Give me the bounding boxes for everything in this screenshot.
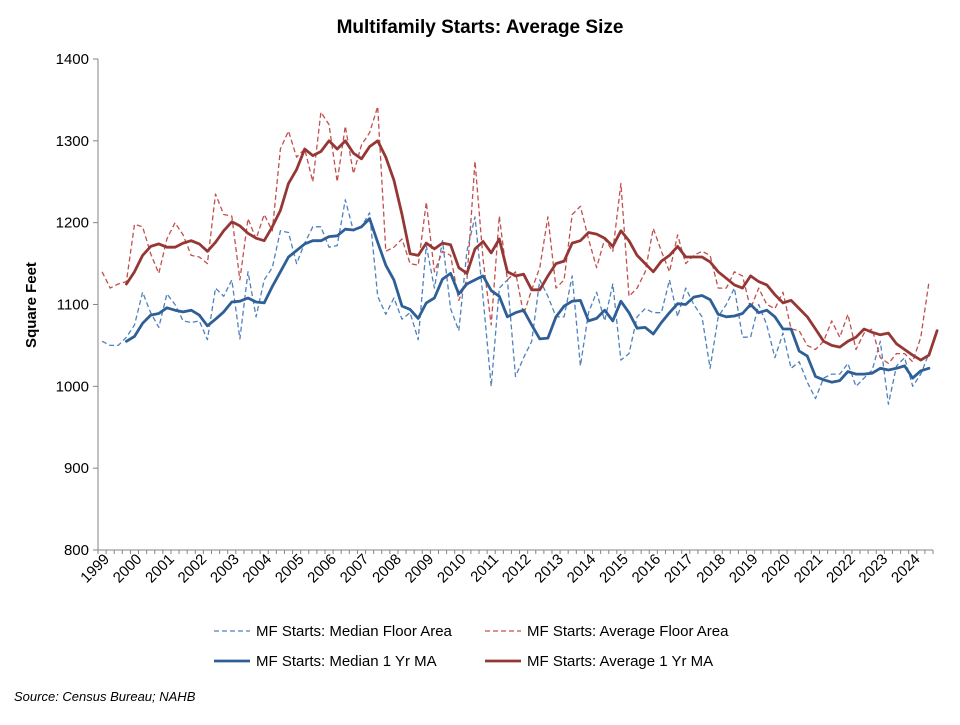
y-tick-label: 800 bbox=[64, 542, 89, 559]
y-tick-label: 900 bbox=[64, 460, 89, 477]
series-line-1 bbox=[101, 199, 930, 405]
y-axis-label: Square Feet bbox=[23, 262, 40, 348]
x-tick-label: 2010 bbox=[434, 551, 470, 587]
x-tick-label: 2000 bbox=[110, 551, 146, 587]
x-tick-label: 2020 bbox=[758, 551, 794, 587]
legend-label-1: MF Starts: Median Floor Area bbox=[256, 623, 453, 640]
x-tick-label: 2005 bbox=[272, 551, 308, 587]
y-axis: 800 900 1000 1100 1200 1300 1400 bbox=[56, 51, 99, 559]
x-tick-label: 2019 bbox=[726, 551, 762, 587]
x-tick-label: 2007 bbox=[337, 551, 373, 587]
series-line-4 bbox=[125, 139, 939, 362]
y-tick-label: 1300 bbox=[56, 133, 89, 150]
x-tick-label: 2003 bbox=[207, 551, 243, 587]
x-tick-label: 2023 bbox=[856, 551, 892, 587]
y-tick-label: 1000 bbox=[56, 378, 89, 395]
x-tick-label: 2017 bbox=[661, 551, 697, 587]
x-tick-label: 2001 bbox=[142, 551, 178, 587]
legend-label-2: MF Starts: Average Floor Area bbox=[527, 623, 729, 640]
legend-label-3: MF Starts: Median 1 Yr MA bbox=[256, 653, 437, 670]
source-note: Source: Census Bureau; NAHB bbox=[14, 689, 196, 704]
series-line-3 bbox=[125, 217, 931, 384]
x-tick-label: 2015 bbox=[596, 551, 632, 587]
x-tick-label: 2009 bbox=[402, 551, 438, 587]
chart-title: Multifamily Starts: Average Size bbox=[337, 17, 624, 38]
y-tick-label: 1100 bbox=[57, 297, 89, 314]
x-tick-label: 2024 bbox=[888, 551, 924, 587]
x-tick-label: 2013 bbox=[531, 551, 567, 587]
x-tick-label: 2022 bbox=[823, 551, 859, 587]
x-tick-label: 2014 bbox=[564, 551, 600, 587]
x-tick-label: 2018 bbox=[693, 551, 729, 587]
x-tick-label: 2012 bbox=[499, 551, 535, 587]
x-tick-label: 2004 bbox=[240, 551, 276, 587]
series-line-2 bbox=[101, 105, 930, 365]
x-tick-label: 2008 bbox=[369, 551, 405, 587]
y-tick-label: 1200 bbox=[56, 215, 89, 232]
x-tick-label: 2011 bbox=[467, 551, 502, 586]
x-tick-label: 2021 bbox=[791, 551, 827, 587]
x-tick-label: 2006 bbox=[304, 551, 340, 587]
x-axis: 1999200020012002200320042005200620072008… bbox=[77, 549, 934, 587]
x-tick-label: 2016 bbox=[629, 551, 665, 587]
plot-area bbox=[101, 105, 939, 405]
x-tick-label: 2002 bbox=[175, 551, 211, 587]
y-tick-label: 1400 bbox=[56, 51, 89, 68]
legend: MF Starts: Median Floor Area MF Starts: A… bbox=[214, 623, 729, 670]
legend-label-4: MF Starts: Average 1 Yr MA bbox=[527, 653, 713, 670]
